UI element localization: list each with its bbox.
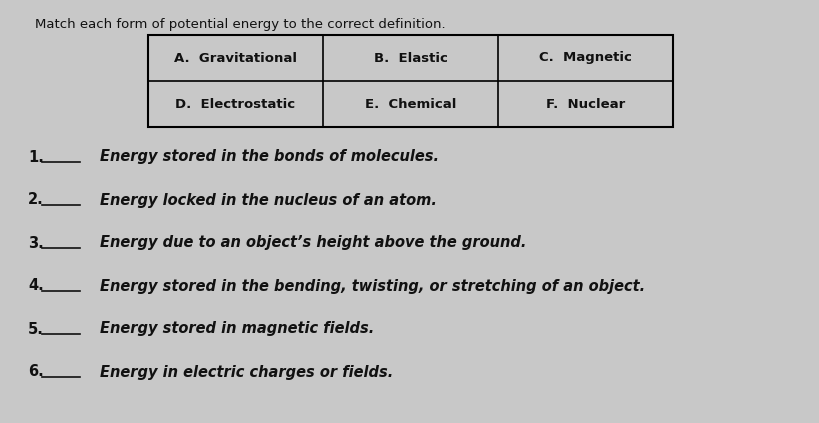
Text: Energy stored in the bending, twisting, or stretching of an object.: Energy stored in the bending, twisting, … (100, 278, 645, 294)
Text: F.  Nuclear: F. Nuclear (545, 97, 624, 110)
Text: Energy in electric charges or fields.: Energy in electric charges or fields. (100, 365, 393, 379)
Text: 5.: 5. (28, 321, 44, 337)
Text: Energy stored in the bonds of molecules.: Energy stored in the bonds of molecules. (100, 149, 438, 165)
Text: 6.: 6. (28, 365, 43, 379)
Text: 1.: 1. (28, 149, 44, 165)
Text: Energy stored in magnetic fields.: Energy stored in magnetic fields. (100, 321, 373, 337)
Text: 2.: 2. (28, 192, 43, 208)
Text: D.  Electrostatic: D. Electrostatic (175, 97, 295, 110)
Text: C.  Magnetic: C. Magnetic (538, 52, 631, 64)
Text: E.  Chemical: E. Chemical (364, 97, 455, 110)
Text: A.  Gravitational: A. Gravitational (174, 52, 296, 64)
Bar (147, 35, 672, 127)
Text: Energy due to an object’s height above the ground.: Energy due to an object’s height above t… (100, 236, 526, 250)
Text: Match each form of potential energy to the correct definition.: Match each form of potential energy to t… (35, 18, 445, 31)
Text: 3.: 3. (28, 236, 43, 250)
Text: 4.: 4. (28, 278, 43, 294)
Text: B.  Elastic: B. Elastic (373, 52, 447, 64)
Text: Energy locked in the nucleus of an atom.: Energy locked in the nucleus of an atom. (100, 192, 437, 208)
